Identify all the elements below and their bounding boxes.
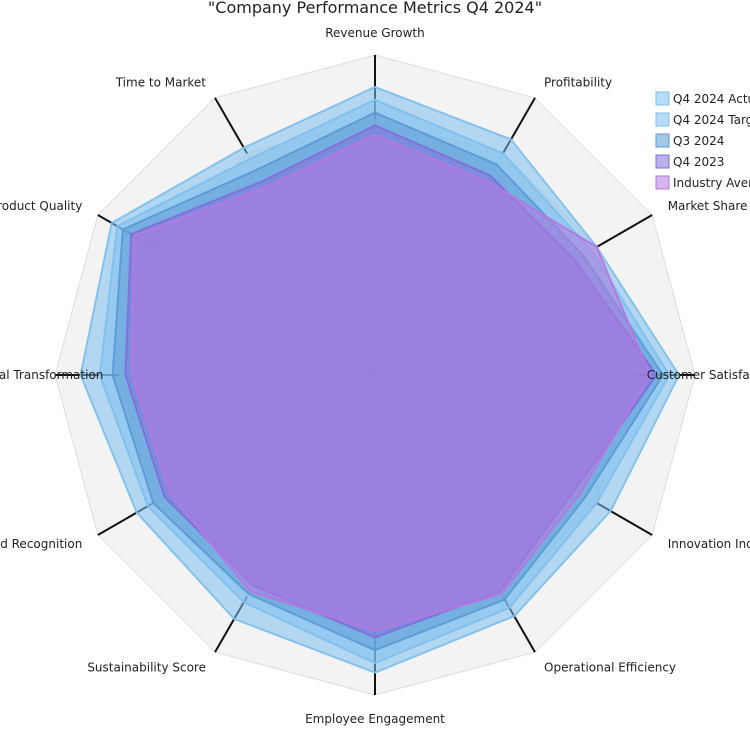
axis-label-4: Innovation Index [668, 537, 750, 551]
axis-line-11 [214, 97, 248, 154]
legend-label-0: Q4 2024 Actual [673, 92, 750, 106]
axis-label-10: Product Quality [0, 199, 82, 213]
chart-title: "Company Performance Metrics Q4 2024" [208, 0, 542, 17]
radar-series [79, 85, 681, 674]
axis-labels: Revenue Growth Profitability Market Share C… [0, 26, 750, 726]
legend-swatch-0 [655, 91, 670, 106]
legend-label-1: Q4 2024 Target [673, 113, 750, 127]
legend[interactable]: Q4 2024 Actual Q4 2024 Target Q3 2024 Q4 20… [655, 91, 750, 190]
axis-label-2: Market Share [668, 199, 748, 213]
legend-label-4: Industry Average [673, 176, 750, 190]
axis-label-3: Customer Satisfaction [647, 368, 750, 382]
legend-swatch-4 [655, 175, 670, 190]
legend-swatch-3 [655, 154, 670, 169]
axis-line-2 [596, 214, 653, 248]
axis-label-7: Sustainability Score [87, 661, 206, 675]
legend-label-3: Q4 2023 [673, 155, 724, 169]
legend-item-2[interactable]: Q3 2024 [655, 133, 724, 148]
axis-label-11: Time to Market [115, 75, 207, 89]
axis-label-1: Profitability [544, 75, 612, 89]
legend-item-4[interactable]: Industry Average [655, 175, 750, 190]
axis-label-5: Operational Efficiency [544, 661, 676, 675]
legend-item-1[interactable]: Q4 2024 Target [655, 112, 750, 127]
axis-label-8: Brand Recognition [0, 537, 82, 551]
legend-item-3[interactable]: Q4 2023 [655, 154, 724, 169]
axis-label-9: Digital Transformation [0, 368, 103, 382]
legend-swatch-2 [655, 133, 670, 148]
axis-label-0: Revenue Growth [325, 26, 425, 40]
series-area-4[interactable] [130, 133, 652, 633]
axis-label-6: Employee Engagement [305, 712, 445, 726]
legend-swatch-1 [655, 112, 670, 127]
legend-label-2: Q3 2024 [673, 134, 724, 148]
legend-item-0[interactable]: Q4 2024 Actual [655, 91, 750, 106]
